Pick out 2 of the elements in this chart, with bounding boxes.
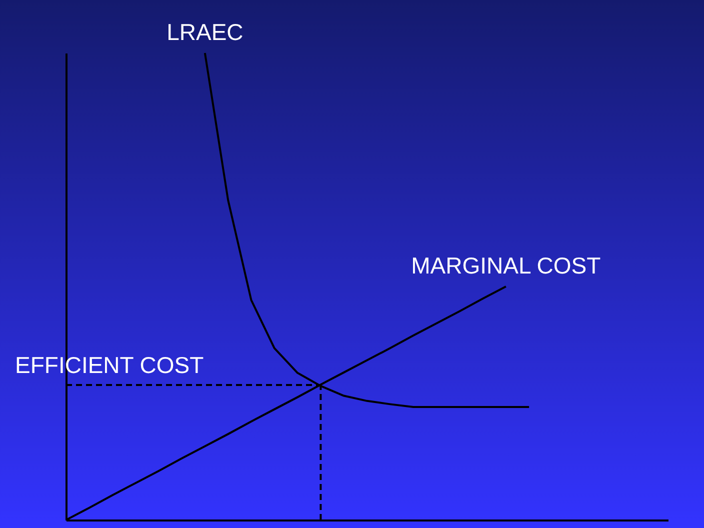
series-label: MARGINAL COST	[411, 252, 601, 278]
series-label: LRAEC	[166, 19, 244, 45]
